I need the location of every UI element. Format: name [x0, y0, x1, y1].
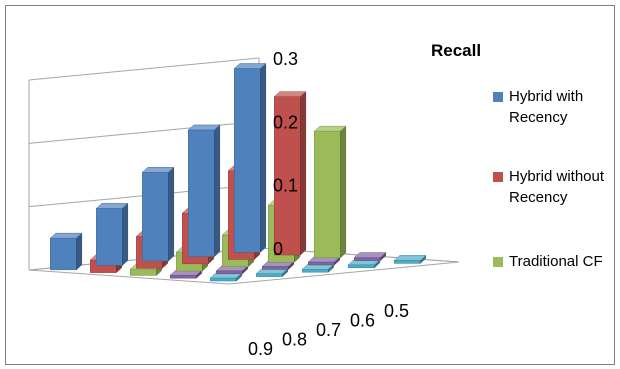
y-tick-label: 0.2	[273, 112, 298, 132]
legend-swatch	[493, 92, 503, 102]
bar	[307, 256, 341, 266]
legend-label: Traditional CF	[509, 253, 603, 270]
bar	[347, 259, 381, 269]
bar	[169, 269, 203, 279]
x-tick-label: 0.6	[350, 311, 375, 331]
chart-frame: Recall 0 0.1 0.2 0.3 0.9 0.8 0.7 0.6 0.5 Hybrid…	[5, 5, 615, 365]
legend-swatch	[493, 172, 503, 182]
bar	[353, 252, 387, 262]
legend-item: Hybrid with Recency	[493, 86, 619, 128]
gridline	[28, 57, 260, 81]
bar	[95, 202, 129, 266]
y-axis-ticks: 0 0.1 0.2 0.3	[273, 49, 298, 259]
bar	[187, 124, 221, 258]
legend-swatch	[493, 257, 503, 267]
bar	[273, 91, 307, 256]
x-axis-ticks: 0.9 0.8 0.7 0.6 0.5	[248, 301, 409, 359]
y-tick-label: 0	[273, 239, 283, 259]
x-tick-label: 0.8	[282, 330, 307, 350]
recall-3d-column-chart: Recall 0 0.1 0.2 0.3 0.9 0.8 0.7 0.6 0.5	[28, 41, 481, 359]
y-tick-label: 0.1	[273, 176, 298, 196]
chart-title: Recall	[431, 41, 481, 60]
x-tick-label: 0.5	[384, 301, 409, 321]
legend-item: Traditional CF	[493, 251, 619, 272]
legend-label: Hybrid without Recency	[509, 168, 605, 206]
bar	[49, 232, 83, 271]
bar	[301, 263, 335, 273]
bar	[215, 265, 249, 275]
bar	[261, 260, 295, 270]
bar	[393, 254, 427, 264]
bar	[141, 166, 175, 262]
bar	[255, 268, 289, 278]
bars	[49, 62, 427, 282]
x-tick-label: 0.9	[248, 339, 273, 359]
legend-label: Hybrid with Recency	[509, 88, 584, 126]
bar	[209, 272, 243, 282]
legend-item: Hybrid without Recency	[493, 166, 619, 208]
gridline	[28, 120, 260, 144]
bar	[233, 62, 267, 253]
bar	[313, 125, 347, 259]
x-tick-label: 0.7	[316, 320, 341, 340]
y-tick-label: 0.3	[273, 49, 298, 69]
